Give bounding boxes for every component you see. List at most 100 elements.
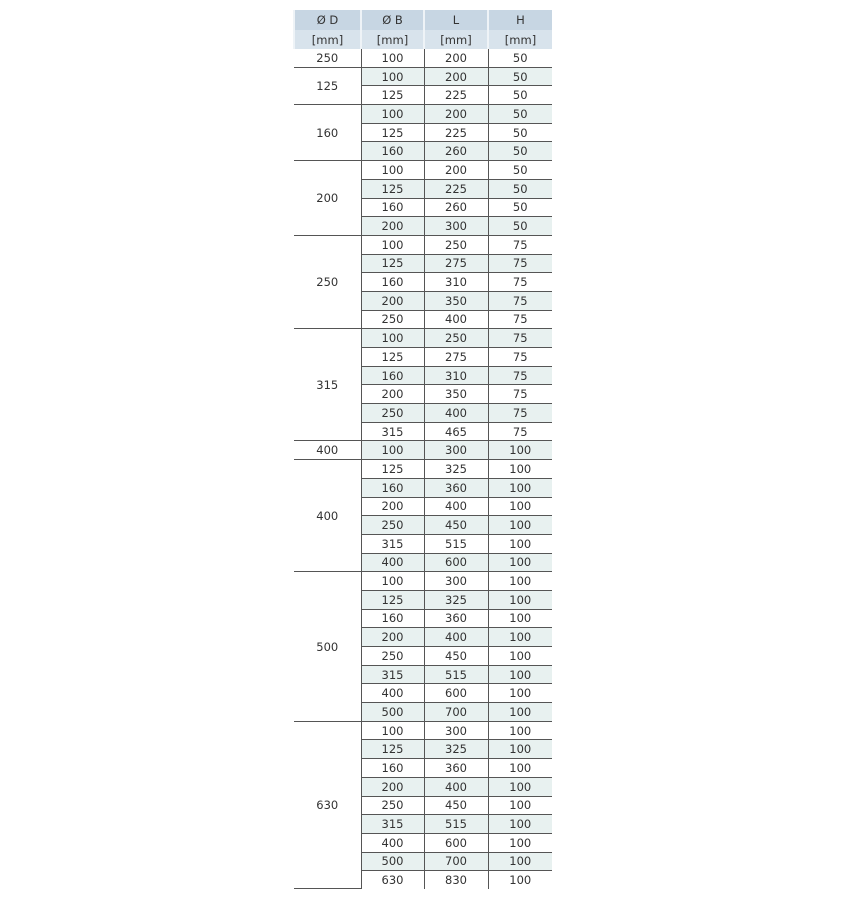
cell-height: 100 [487, 646, 552, 666]
cell-height: 100 [487, 609, 552, 629]
cell-height: 50 [487, 216, 552, 236]
table-row: 125 225 50 [294, 85, 552, 106]
cell-length: 360 [423, 478, 488, 498]
cell-diameter-b: 315 [360, 422, 424, 442]
cell-length: 400 [423, 497, 488, 517]
cell-diameter-d: 400 [294, 440, 361, 461]
cell-diameter-b: 250 [360, 796, 424, 816]
cell-height: 100 [487, 627, 552, 647]
cell-diameter-b: 100 [360, 49, 424, 68]
cell-height: 100 [487, 553, 552, 573]
cell-length: 350 [423, 384, 488, 405]
table-row: 250 100 250 75 [294, 235, 552, 330]
cell-length: 275 [423, 254, 488, 274]
cell-length: 450 [423, 796, 488, 816]
table-row: 125 325 100 [294, 590, 552, 610]
cell-length: 250 [423, 328, 488, 348]
cell-diameter-b: 200 [360, 216, 424, 236]
cell-height: 100 [487, 739, 552, 760]
cell-height: 50 [487, 85, 552, 106]
cell-length: 225 [423, 179, 488, 199]
cell-length: 450 [423, 646, 488, 666]
table-row: 400 600 100 [294, 683, 552, 704]
cell-height: 100 [487, 478, 552, 498]
table-row: 125 275 75 [294, 254, 552, 274]
table-row: 500 700 100 [294, 852, 552, 872]
cell-height: 100 [487, 440, 552, 461]
cell-diameter-b: 400 [360, 683, 424, 704]
cell-length: 260 [423, 141, 488, 162]
cell-diameter-b: 160 [360, 198, 424, 218]
table-row: 160 260 50 [294, 198, 552, 218]
table-row: 250 400 75 [294, 310, 552, 330]
cell-diameter-b: 125 [360, 459, 424, 479]
cell-diameter-b: 100 [360, 160, 424, 180]
cell-length: 360 [423, 758, 488, 778]
cell-height: 100 [487, 702, 552, 722]
table-row: 160 310 75 [294, 366, 552, 386]
cell-diameter-b: 200 [360, 497, 424, 517]
table-row: 200 400 100 [294, 627, 552, 647]
cell-diameter-b: 200 [360, 384, 424, 405]
cell-diameter-d: 160 [294, 104, 361, 162]
cell-diameter-d: 400 [294, 459, 361, 573]
cell-diameter-b: 250 [360, 403, 424, 423]
cell-length: 300 [423, 721, 488, 741]
cell-length: 325 [423, 590, 488, 610]
header-height: H [487, 10, 552, 30]
table-row: 630 100 300 100 [294, 721, 552, 890]
table-row: 200 100 200 50 [294, 160, 552, 236]
cell-diameter-b: 125 [360, 123, 424, 143]
cell-diameter-d: 250 [294, 49, 361, 68]
cell-height: 75 [487, 403, 552, 423]
cell-length: 350 [423, 291, 488, 311]
table-row: 315 465 75 [294, 422, 552, 442]
cell-length: 300 [423, 216, 488, 236]
cell-height: 100 [487, 814, 552, 834]
cell-length: 325 [423, 739, 488, 760]
table-row: 400 125 325 100 [294, 459, 552, 573]
header-diameter-b: Ø B [360, 10, 424, 30]
cell-length: 310 [423, 272, 488, 292]
cell-length: 300 [423, 440, 488, 461]
cell-height: 100 [487, 777, 552, 797]
cell-diameter-b: 125 [360, 254, 424, 274]
cell-length: 325 [423, 459, 488, 479]
table-row: 400 100 300 100 [294, 440, 552, 461]
cell-height: 100 [487, 758, 552, 778]
cell-diameter-b: 125 [360, 739, 424, 760]
cell-length: 250 [423, 235, 488, 255]
cell-height: 100 [487, 534, 552, 554]
cell-diameter-b: 400 [360, 553, 424, 573]
cell-diameter-b: 160 [360, 366, 424, 386]
cell-length: 225 [423, 123, 488, 143]
table-row: 250 450 100 [294, 796, 552, 816]
table-row: 315 100 250 75 [294, 328, 552, 442]
cell-length: 400 [423, 310, 488, 330]
table-row: 630 830 100 [294, 870, 552, 889]
cell-diameter-b: 160 [360, 272, 424, 292]
cell-diameter-b: 315 [360, 534, 424, 554]
cell-length: 300 [423, 571, 488, 591]
cell-height: 50 [487, 141, 552, 162]
cell-length: 700 [423, 702, 488, 722]
table-row: 160 100 200 50 [294, 104, 552, 162]
cell-height: 100 [487, 796, 552, 816]
cell-height: 100 [487, 852, 552, 872]
cell-height: 100 [487, 665, 552, 685]
table-row: 200 300 50 [294, 216, 552, 236]
cell-diameter-b: 630 [360, 870, 424, 889]
table-row: 160 310 75 [294, 272, 552, 292]
cell-diameter-d: 500 [294, 571, 361, 722]
cell-length: 600 [423, 553, 488, 573]
table-row: 125 100 200 50 [294, 67, 552, 106]
cell-diameter-b: 100 [360, 104, 424, 124]
cell-diameter-d: 200 [294, 160, 361, 236]
cell-height: 100 [487, 515, 552, 535]
cell-length: 200 [423, 104, 488, 124]
unit-d: [mm] [293, 30, 361, 49]
table-row: 160 360 100 [294, 609, 552, 629]
cell-diameter-b: 100 [360, 571, 424, 591]
cell-diameter-b: 200 [360, 777, 424, 797]
cell-height: 75 [487, 272, 552, 292]
